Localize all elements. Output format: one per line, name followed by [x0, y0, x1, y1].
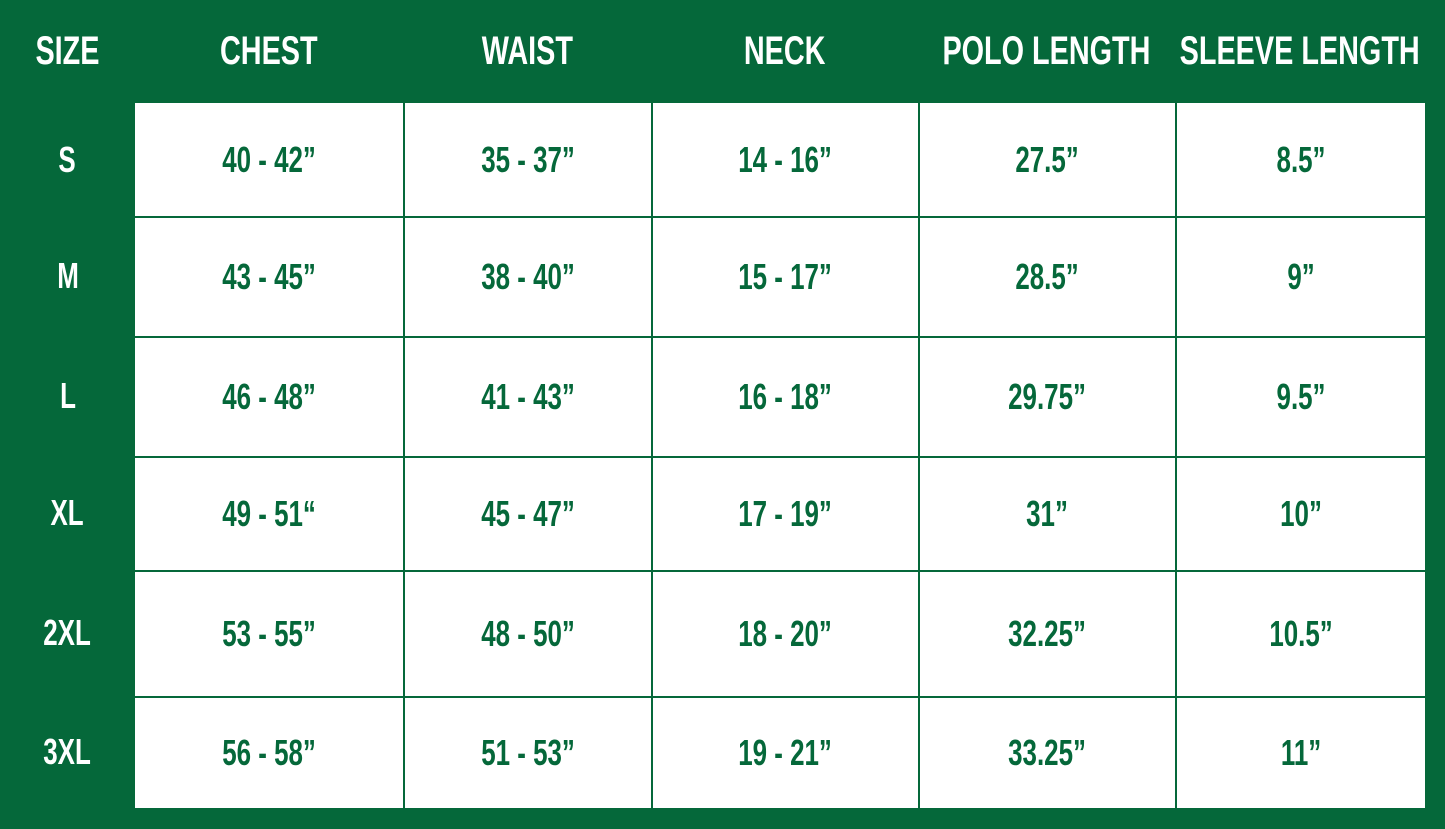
table-cell-text: 19 - 21” [738, 732, 833, 773]
table-cell-text: 18 - 20” [738, 613, 833, 654]
column-header-text: SLEEVE LENGTH [1179, 29, 1421, 73]
table-cell-text: 10” [1280, 493, 1322, 534]
size-label-text: M [56, 255, 79, 296]
table-cell: 14 - 16” [651, 103, 918, 216]
table-cell-text: 43 - 45” [222, 256, 316, 297]
table-cell: 32.25” [918, 570, 1175, 696]
table-cell: 29.75” [918, 336, 1175, 456]
table-cell-text: 49 - 51“ [222, 493, 316, 534]
table-cell: 9.5” [1175, 336, 1425, 456]
column-header-text: POLO LENGTH [942, 29, 1151, 73]
table-cell: 8.5” [1175, 103, 1425, 216]
column-header: SLEEVE LENGTH [1175, 0, 1425, 103]
table-cell-text: 41 - 43” [481, 376, 575, 417]
size-label: L [0, 336, 135, 456]
size-label: 2XL [0, 570, 135, 696]
size-label-text: S [58, 138, 77, 180]
size-label: S [0, 103, 135, 216]
table-cell: 41 - 43” [403, 336, 651, 456]
column-header: CHEST [135, 0, 403, 103]
size-label-text: L [59, 375, 76, 416]
table-cell-text: 38 - 40” [481, 256, 575, 297]
table-cell-text: 8.5” [1276, 138, 1326, 180]
table-cell: 11” [1175, 696, 1425, 808]
table-cell-text: 48 - 50” [481, 613, 575, 654]
table-cell-text: 16 - 18” [738, 376, 833, 417]
table-cell: 16 - 18” [651, 336, 918, 456]
table-cell: 15 - 17” [651, 216, 918, 336]
table-cell: 53 - 55” [135, 570, 403, 696]
table-cell: 18 - 20” [651, 570, 918, 696]
table-cell: 27.5” [918, 103, 1175, 216]
table-cell-text: 9.5” [1276, 376, 1326, 417]
table-cell: 17 - 19” [651, 456, 918, 570]
table-cell: 33.25” [918, 696, 1175, 808]
column-header-text: WAIST [481, 29, 573, 73]
table-cell-text: 46 - 48” [222, 376, 316, 417]
table-cell-text: 29.75” [1008, 376, 1087, 417]
table-cell-text: 17 - 19” [738, 493, 833, 534]
table-cell-text: 28.5” [1015, 256, 1080, 297]
table-cell-text: 40 - 42” [222, 138, 316, 180]
table-cell: 56 - 58” [135, 696, 403, 808]
table-cell-text: 53 - 55” [222, 613, 316, 654]
table-cell-text: 32.25” [1008, 613, 1087, 654]
table-cell: 10.5” [1175, 570, 1425, 696]
table-cell-text: 56 - 58” [222, 732, 316, 773]
table-cell: 46 - 48” [135, 336, 403, 456]
table-cell-text: 27.5” [1015, 138, 1080, 180]
column-header-text: SIZE [35, 29, 100, 73]
column-header-text: NECK [743, 29, 826, 73]
table-cell-text: 11” [1280, 732, 1322, 773]
table-cell: 28.5” [918, 216, 1175, 336]
table-cell: 35 - 37” [403, 103, 651, 216]
column-header: NECK [651, 0, 918, 103]
table-cell-text: 33.25” [1008, 732, 1087, 773]
table-cell-text: 35 - 37” [481, 138, 575, 180]
table-cell: 49 - 51“ [135, 456, 403, 570]
table-cell: 10” [1175, 456, 1425, 570]
table-cell: 9” [1175, 216, 1425, 336]
size-label: M [0, 216, 135, 336]
table-cell: 45 - 47” [403, 456, 651, 570]
size-label-text: XL [50, 492, 85, 533]
table-cell: 51 - 53” [403, 696, 651, 808]
table-cell: 43 - 45” [135, 216, 403, 336]
table-cell: 38 - 40” [403, 216, 651, 336]
size-label: XL [0, 456, 135, 570]
column-header: WAIST [403, 0, 651, 103]
table-cell-text: 10.5” [1269, 613, 1333, 654]
table-cell-text: 9” [1287, 256, 1315, 297]
column-header: POLO LENGTH [918, 0, 1175, 103]
table-cell: 19 - 21” [651, 696, 918, 808]
table-cell-text: 51 - 53” [481, 732, 575, 773]
table-cell-text: 15 - 17” [738, 256, 833, 297]
table-cell: 31” [918, 456, 1175, 570]
table-cell-text: 31” [1026, 493, 1069, 534]
table-cell-text: 14 - 16” [738, 138, 833, 180]
size-label-text: 2XL [43, 612, 92, 653]
size-label: 3XL [0, 696, 135, 808]
table-cell-text: 45 - 47” [481, 493, 575, 534]
column-header-text: CHEST [220, 29, 318, 73]
column-header: SIZE [0, 0, 135, 103]
table-cell: 48 - 50” [403, 570, 651, 696]
size-label-text: 3XL [43, 731, 92, 772]
table-cell: 40 - 42” [135, 103, 403, 216]
